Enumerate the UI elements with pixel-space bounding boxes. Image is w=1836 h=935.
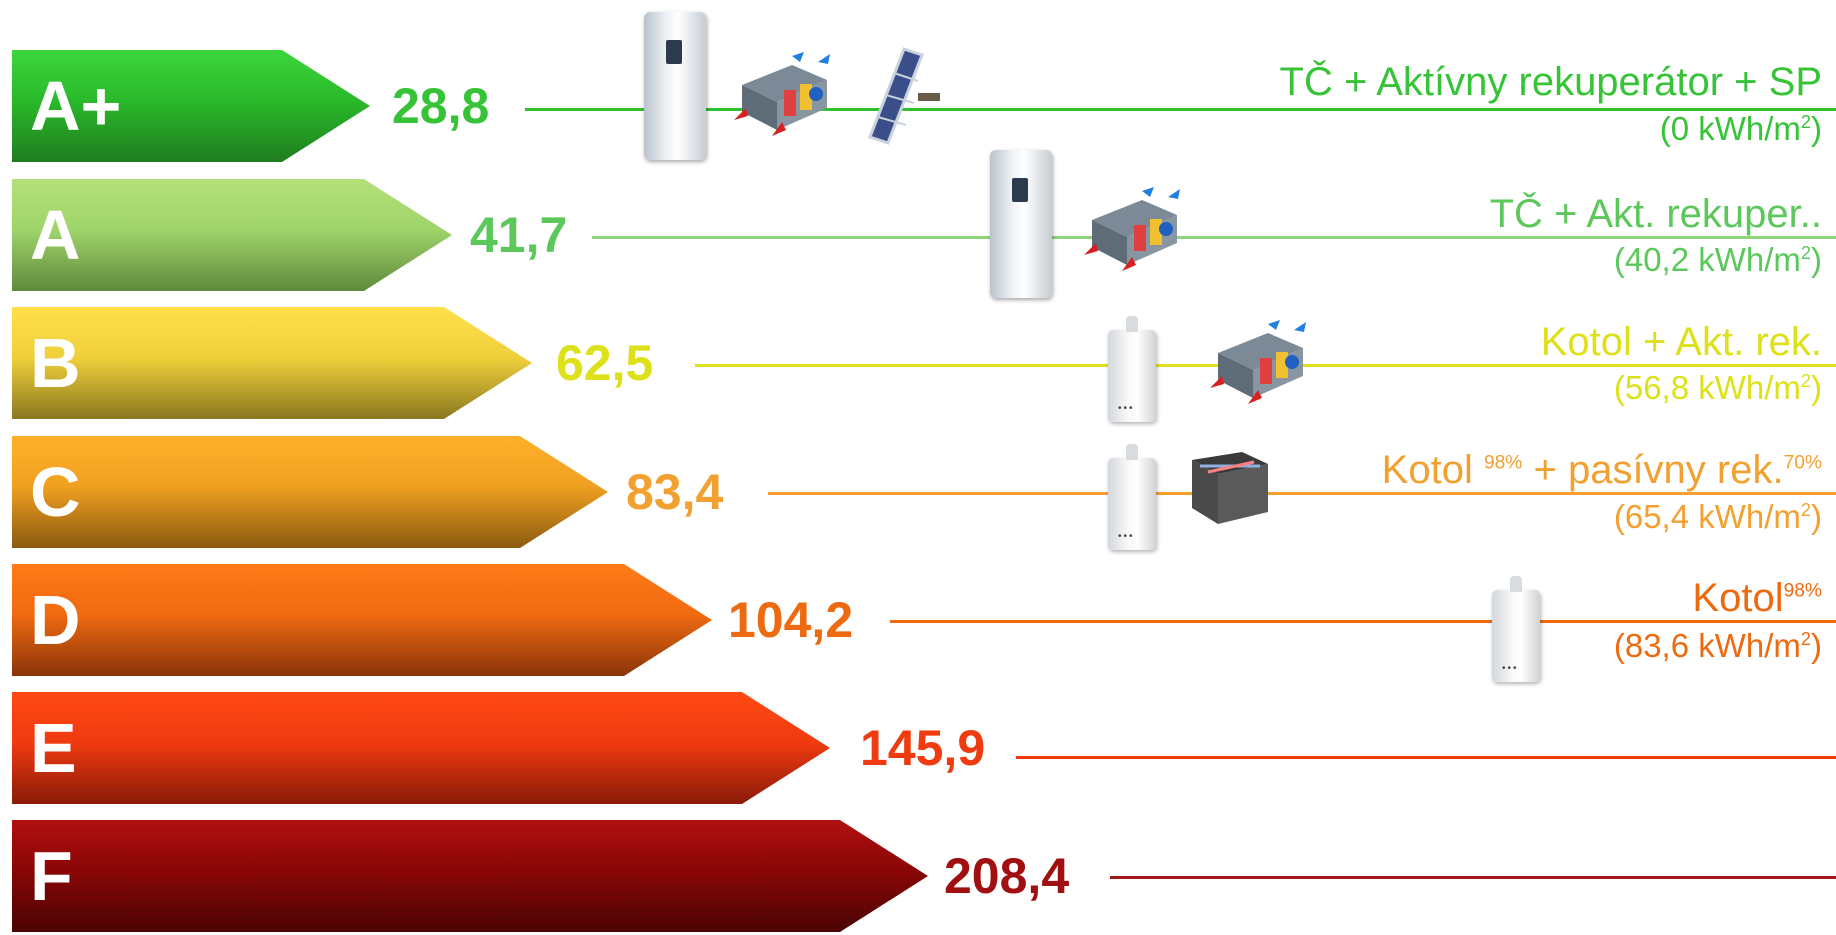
class-letter: E: [30, 709, 77, 787]
system-label: Kotol 98% + pasívny rek.70%: [1382, 448, 1822, 492]
class-arrow: [12, 179, 452, 291]
recuperator-icon: [732, 50, 832, 140]
class-letter: F: [30, 837, 73, 915]
energy-demand-label: (65,4 kWh/m2): [1614, 498, 1822, 536]
energy-row-d: D 104,2: [0, 564, 1836, 679]
system-label: Kotol + Akt. rek.: [1540, 320, 1822, 364]
unit-exponent: 2: [1800, 500, 1811, 520]
class-letter: B: [30, 324, 81, 402]
energy-demand-label: (0 kWh/m2): [1660, 110, 1822, 148]
class-arrow: [12, 50, 370, 162]
demand-value: (0 kWh/m: [1659, 110, 1801, 147]
efficiency-superscript-2: 70%: [1783, 452, 1822, 474]
energy-row-e: E 145,9: [0, 692, 1836, 807]
heat-pump-icon: [644, 12, 706, 160]
efficiency-superscript: 98%: [1783, 580, 1822, 602]
demand-value: (65,4 kWh/m: [1613, 498, 1801, 535]
boiler-controls: •••: [1118, 531, 1135, 542]
unit-exponent: 2: [1800, 243, 1811, 263]
class-letter: A: [30, 196, 81, 274]
class-value: 208,4: [944, 848, 1070, 904]
efficiency-superscript: 98%: [1483, 452, 1523, 474]
class-value: 28,8: [392, 78, 490, 134]
gas-boiler-icon: •••: [1108, 316, 1156, 422]
class-value: 83,4: [626, 464, 724, 520]
class-arrow: [12, 820, 928, 932]
label-text: Kotol: [1381, 448, 1484, 492]
unit-exponent: 2: [1800, 371, 1811, 391]
unit-exponent: 2: [1800, 629, 1811, 649]
demand-value: (83,6 kWh/m: [1613, 627, 1801, 664]
leader-line: [525, 108, 1836, 111]
boiler-controls: •••: [1502, 663, 1519, 674]
leader-line: [890, 620, 1836, 623]
boiler-pipe: [1126, 444, 1138, 460]
energy-demand-label: (83,6 kWh/m2): [1614, 627, 1822, 665]
demand-close: ): [1811, 110, 1822, 147]
class-value: 41,7: [470, 207, 568, 263]
recuperator-icon: [1208, 318, 1308, 408]
demand-close: ): [1811, 241, 1822, 278]
class-arrow: [12, 307, 532, 419]
gas-boiler-icon: •••: [1492, 576, 1540, 682]
class-value: 62,5: [556, 335, 654, 391]
leader-line: [1016, 756, 1836, 759]
system-label: Kotol98%: [1692, 576, 1822, 620]
class-arrow: [12, 564, 712, 676]
demand-close: ): [1811, 627, 1822, 664]
demand-close: ): [1811, 498, 1822, 535]
label-text-mid: + pasívny rek.: [1522, 448, 1784, 492]
solar-panel-icon: [862, 45, 942, 145]
class-value: 104,2: [728, 592, 854, 648]
unit-exponent: 2: [1800, 112, 1811, 132]
boiler-controls: •••: [1118, 403, 1135, 414]
energy-row-a: A 41,7: [0, 179, 1836, 294]
heat-pump-screen: [666, 40, 682, 64]
energy-row-a-plus: A+ 28,8: [0, 50, 1836, 165]
energy-row-b: B 62,5: [0, 307, 1836, 422]
class-arrow: [12, 436, 608, 548]
energy-row-c: C 83,4: [0, 436, 1836, 551]
gas-boiler-icon: •••: [1108, 444, 1156, 550]
demand-value: (56,8 kWh/m: [1613, 369, 1801, 406]
system-label: TČ + Akt. rekuper..: [1489, 192, 1822, 236]
class-value: 145,9: [860, 720, 986, 776]
passive-recuperator-icon: [1188, 450, 1270, 526]
energy-row-f: F 208,4: [0, 820, 1836, 935]
boiler-pipe: [1510, 576, 1522, 592]
recuperator-icon: [1082, 185, 1182, 275]
class-letter: D: [30, 581, 81, 659]
leader-line: [592, 236, 1836, 239]
energy-demand-label: (40,2 kWh/m2): [1614, 241, 1822, 279]
demand-close: ): [1811, 369, 1822, 406]
leader-line: [1110, 876, 1836, 879]
class-arrow: [12, 692, 830, 804]
system-label: TČ + Aktívny rekuperátor + SP: [1279, 60, 1822, 104]
energy-demand-label: (56,8 kWh/m2): [1614, 369, 1822, 407]
leader-line: [768, 492, 1836, 495]
boiler-pipe: [1126, 316, 1138, 332]
heat-pump-screen: [1012, 178, 1028, 202]
class-letter: C: [30, 453, 81, 531]
heat-pump-icon: [990, 150, 1052, 298]
class-letter: A+: [30, 67, 122, 145]
demand-value: (40,2 kWh/m: [1613, 241, 1801, 278]
label-text: Kotol: [1692, 576, 1784, 620]
